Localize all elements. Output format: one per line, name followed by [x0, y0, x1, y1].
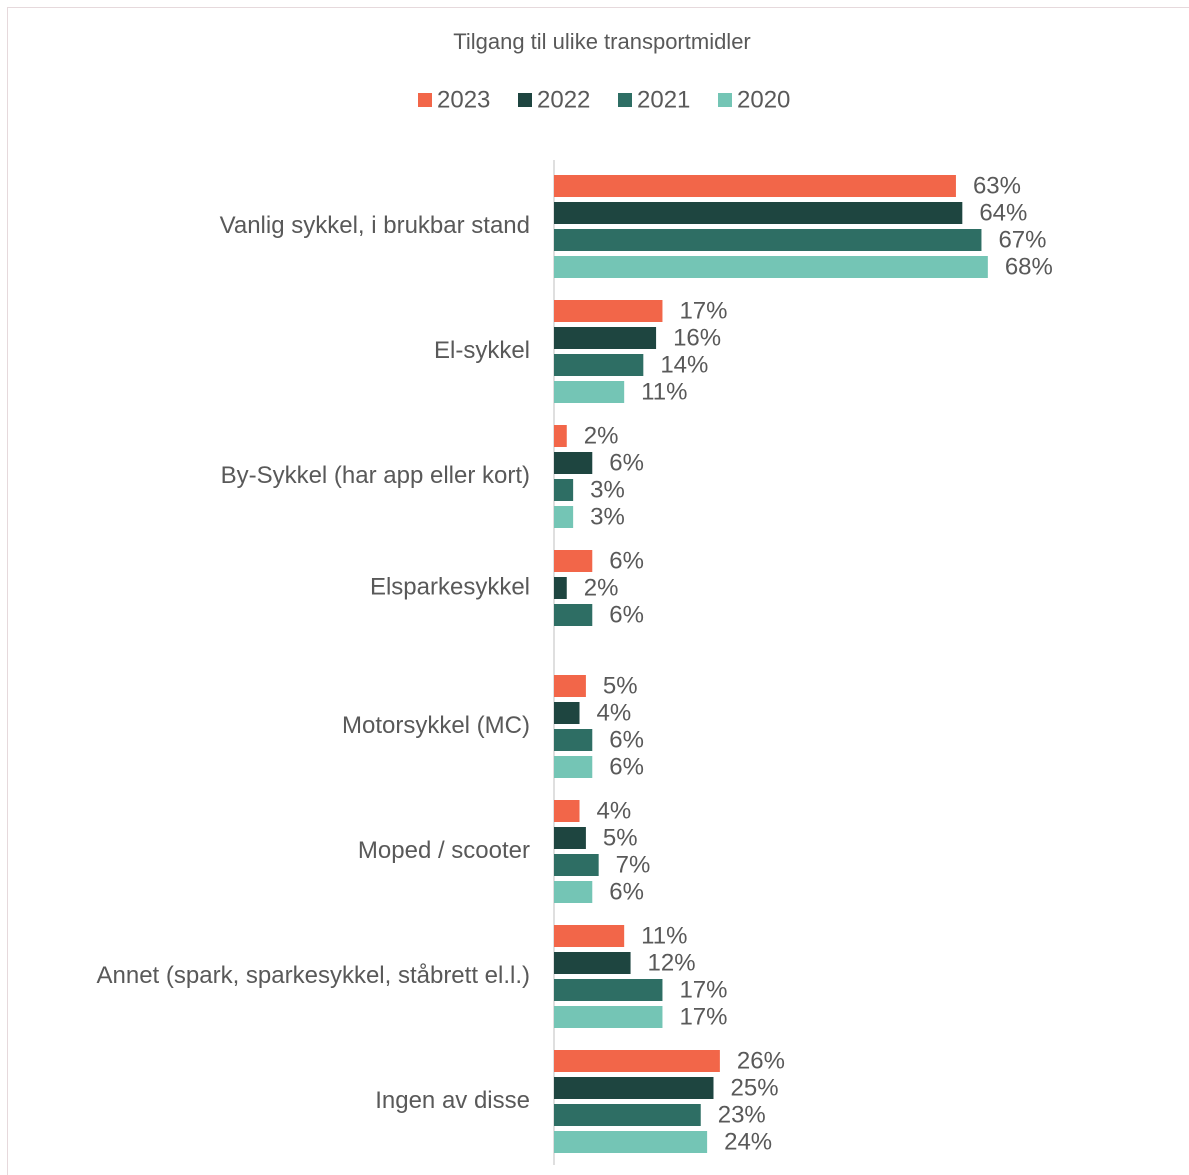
value-label: 5% [603, 672, 638, 699]
category-label: Elsparkesykkel [370, 573, 530, 600]
bar [554, 300, 663, 322]
value-label: 3% [590, 503, 625, 530]
value-label: 6% [609, 878, 644, 905]
value-label: 3% [590, 476, 625, 503]
value-label: 11% [641, 378, 687, 405]
bar [554, 854, 599, 876]
value-label: 14% [660, 351, 708, 378]
bar [554, 202, 963, 224]
bar [554, 881, 593, 903]
legend-label: 2022 [537, 86, 590, 113]
bar [554, 1050, 720, 1072]
value-label: 17% [679, 1003, 727, 1030]
bar [554, 577, 567, 599]
value-label: 26% [737, 1047, 785, 1074]
bar [554, 675, 586, 697]
value-label: 17% [679, 297, 727, 324]
value-label: 2% [584, 422, 619, 449]
value-label: 24% [724, 1128, 772, 1155]
bar [554, 452, 593, 474]
value-label: 23% [718, 1101, 766, 1128]
bar [554, 327, 657, 349]
legend-swatch [618, 93, 632, 107]
value-label: 6% [609, 547, 644, 574]
chart-frame [7, 7, 1189, 1175]
bar [554, 729, 593, 751]
category-label: Motorsykkel (MC) [342, 712, 530, 739]
bar [554, 925, 625, 947]
legend-swatch [718, 93, 732, 107]
bar [554, 354, 644, 376]
bar [554, 550, 593, 572]
category-label: Annet (spark, sparkesykkel, ståbrett el.… [97, 962, 531, 989]
bar [554, 1006, 663, 1028]
value-label: 17% [679, 976, 727, 1003]
bar [554, 756, 593, 778]
legend-label: 2021 [637, 86, 690, 113]
bar [554, 604, 593, 626]
bar [554, 952, 631, 974]
bar [554, 800, 580, 822]
value-label: 6% [609, 601, 644, 628]
bar [554, 1077, 714, 1099]
value-label: 5% [603, 824, 638, 851]
value-label: 25% [731, 1074, 779, 1101]
chart-title: Tilgang til ulike transportmidler [453, 29, 751, 54]
value-label: 6% [609, 726, 644, 753]
legend-label: 2023 [437, 86, 490, 113]
bar [554, 425, 567, 447]
bar [554, 506, 574, 528]
bar [554, 479, 574, 501]
bar [554, 979, 663, 1001]
category-label: El-sykkel [434, 337, 530, 364]
value-label: 7% [616, 851, 651, 878]
bar [554, 229, 982, 251]
value-label: 68% [1005, 253, 1053, 280]
bar [554, 256, 988, 278]
value-label: 4% [597, 699, 632, 726]
value-label: 4% [597, 797, 632, 824]
value-label: 12% [648, 949, 696, 976]
value-label: 6% [609, 753, 644, 780]
legend-swatch [518, 93, 532, 107]
value-label: 11% [641, 922, 687, 949]
category-label: Vanlig sykkel, i brukbar stand [220, 212, 530, 239]
bar [554, 175, 956, 197]
value-label: 16% [673, 324, 721, 351]
value-label: 67% [998, 226, 1046, 253]
bar [554, 381, 625, 403]
category-label: By-Sykkel (har app eller kort) [221, 462, 530, 489]
value-label: 63% [973, 172, 1021, 199]
category-label: Ingen av disse [375, 1087, 530, 1114]
bar [554, 702, 580, 724]
legend-swatch [418, 93, 432, 107]
bar [554, 1131, 708, 1153]
value-label: 6% [609, 449, 644, 476]
value-label: 2% [584, 574, 619, 601]
legend-label: 2020 [737, 86, 790, 113]
category-label: Moped / scooter [358, 837, 530, 864]
bar [554, 1104, 701, 1126]
bar [554, 827, 586, 849]
value-label: 64% [979, 199, 1027, 226]
